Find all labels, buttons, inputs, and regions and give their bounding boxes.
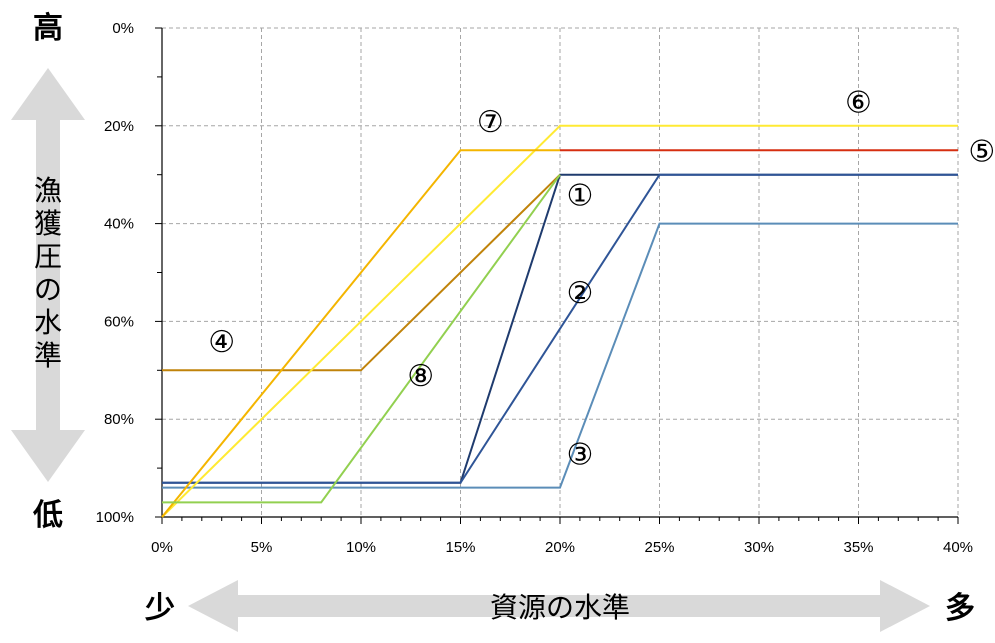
y-tick-label: 60% (104, 313, 134, 330)
series-label: ⑤ (968, 134, 995, 169)
less-label: 少 (145, 591, 175, 626)
more-label: 多 (945, 591, 975, 626)
x-axis-title: 資源の水準 (490, 591, 630, 624)
series-label: ② (566, 276, 593, 311)
x-tick-label: 5% (251, 539, 273, 556)
y-tick-label: 20% (104, 118, 134, 135)
series-line (162, 222, 958, 489)
series-label: ⑥ (845, 85, 872, 120)
y-axis-title-char: 獲 (34, 207, 62, 240)
grid (162, 27, 959, 517)
series-label: ③ (566, 437, 593, 472)
y-tick-label: 40% (104, 216, 134, 233)
x-tick-label: 30% (744, 539, 774, 556)
x-tick-label: 40% (943, 539, 973, 556)
x-tick-label: 10% (346, 539, 376, 556)
y-axis-title-char: 漁 (34, 174, 62, 207)
y-tick-label: 80% (104, 411, 134, 428)
y-axis-title-char: 準 (34, 339, 62, 372)
series-label: ④ (208, 325, 235, 360)
series-line (162, 173, 958, 484)
series-label: ⑦ (477, 105, 504, 140)
high-label: 高 (33, 11, 63, 46)
axes (155, 27, 959, 524)
x-tick-label: 15% (445, 539, 475, 556)
x-tick-label: 35% (843, 539, 873, 556)
y-axis-title-char: の (34, 273, 62, 306)
series-line (161, 124, 958, 518)
horizontal-double-arrow-icon (188, 580, 930, 632)
vertical-double-arrow-icon (11, 68, 85, 482)
y-tick-label: 100% (96, 509, 134, 526)
x-tick-label: 25% (644, 539, 674, 556)
x-tick-label: 0% (151, 539, 173, 556)
y-tick-label: 0% (112, 20, 134, 37)
y-axis-title-char: 圧 (34, 240, 62, 273)
series-label: ⑧ (407, 359, 434, 394)
tick-labels: 0% 5% 10% 15% 20% 25% 30% 35% 40% 0% 20% 40% 60% 80% 1… (96, 20, 973, 556)
series-line (162, 173, 561, 372)
series-line (161, 149, 560, 518)
series-lines (161, 124, 958, 518)
series-line (162, 174, 561, 504)
y-axis-title-char: 水 (34, 306, 62, 339)
series-label: ① (566, 178, 593, 213)
low-label: 低 (32, 498, 63, 533)
series-labels: ① ② ③ ④ ⑤ ⑥ ⑦ ⑧ (208, 85, 995, 472)
x-tick-label: 20% (545, 539, 575, 556)
